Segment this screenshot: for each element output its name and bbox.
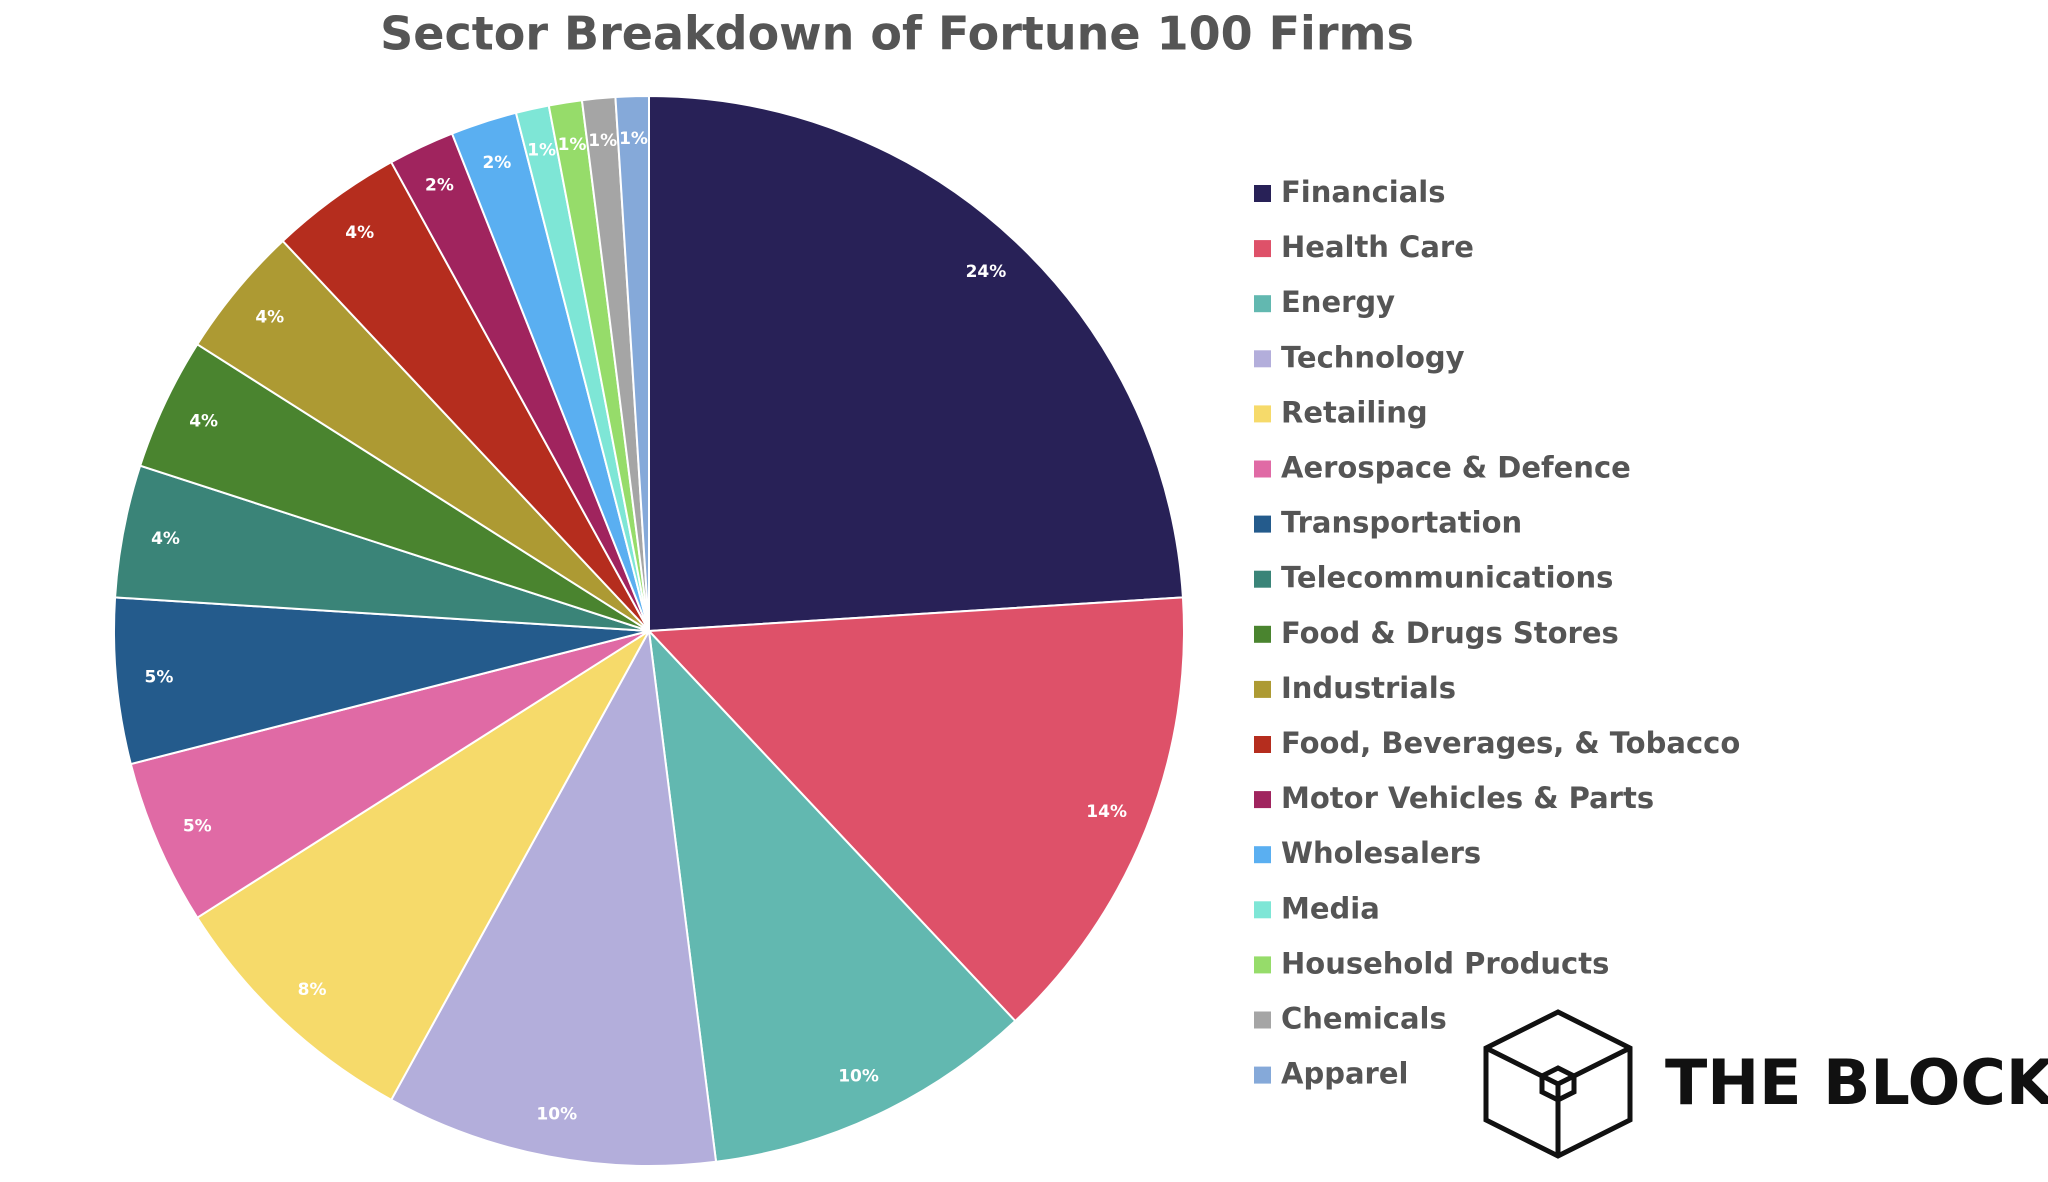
value-label: 8% [298,980,327,1000]
legend-label: Retailing [1281,395,1428,429]
value-label: 5% [183,816,212,836]
legend-label: Aerospace & Defence [1281,451,1631,485]
value-label: 14% [1086,802,1127,822]
value-label: 10% [536,1104,577,1124]
legend-marker [1254,736,1271,753]
value-label: 24% [966,262,1007,282]
value-label: 1% [527,141,556,161]
legend-marker [1254,846,1271,864]
legend-marker [1254,680,1271,698]
legend-label: Industrials [1281,671,1456,705]
value-label: 10% [838,1066,879,1086]
pie-slice [648,94,1185,633]
legend-label: Telecommunications [1281,561,1613,595]
pie-slice [647,628,1017,1163]
legend-label: Motor Vehicles & Parts [1281,781,1654,815]
legend-label: Technology [1281,340,1465,374]
legend-marker [1254,625,1271,643]
value-label: 2% [425,176,454,196]
legend-label: Health Care [1281,230,1474,264]
legend-label: Household Products [1281,946,1609,980]
logo-text: THE BLOCK [1665,1046,2048,1119]
legend-marker [1254,405,1271,423]
value-label: 4% [189,411,218,431]
legend-label: Apparel [1281,1057,1408,1091]
legend-marker [1254,956,1271,974]
legend-marker [1254,350,1271,368]
pie-slice [646,596,1185,1023]
pie-slice [129,630,650,920]
legend-label: Chemicals [1281,1002,1447,1036]
legend-label: Energy [1281,285,1395,319]
pie-slice [195,630,650,1102]
value-label: 1% [558,135,587,155]
legend-marker [1254,570,1271,588]
pie-slice [113,596,650,766]
legend-marker [1254,460,1271,478]
value-label: 4% [345,223,374,243]
legend-label: Transportation [1281,506,1522,540]
legend-marker [1254,1066,1271,1084]
legend-label: Food, Beverages, & Tobacco [1281,726,1740,760]
value-label: 5% [145,667,174,687]
legend-label: Media [1281,891,1380,925]
legend-marker [1254,791,1271,809]
pie-slice [389,627,718,1167]
legend-marker [1254,240,1271,258]
pie-slice [614,94,650,632]
legend-label: Food & Drugs Stores [1281,616,1619,650]
value-label: 2% [482,153,511,173]
legend-marker [1254,515,1271,533]
legend-label: Wholesalers [1281,836,1481,870]
legend-marker [1254,1011,1271,1029]
legend-marker [1254,295,1271,313]
value-label: 4% [255,307,284,327]
logo-icon [1483,1009,1633,1159]
legend-marker [1254,901,1271,919]
value-label: 1% [619,129,648,149]
legend-marker [1254,185,1271,202]
legend-label: Financials [1281,175,1446,209]
value-label: 4% [151,529,180,549]
value-label: 1% [588,131,617,151]
chart-title: Sector Breakdown of Fortune 100 Firms [380,7,1414,61]
